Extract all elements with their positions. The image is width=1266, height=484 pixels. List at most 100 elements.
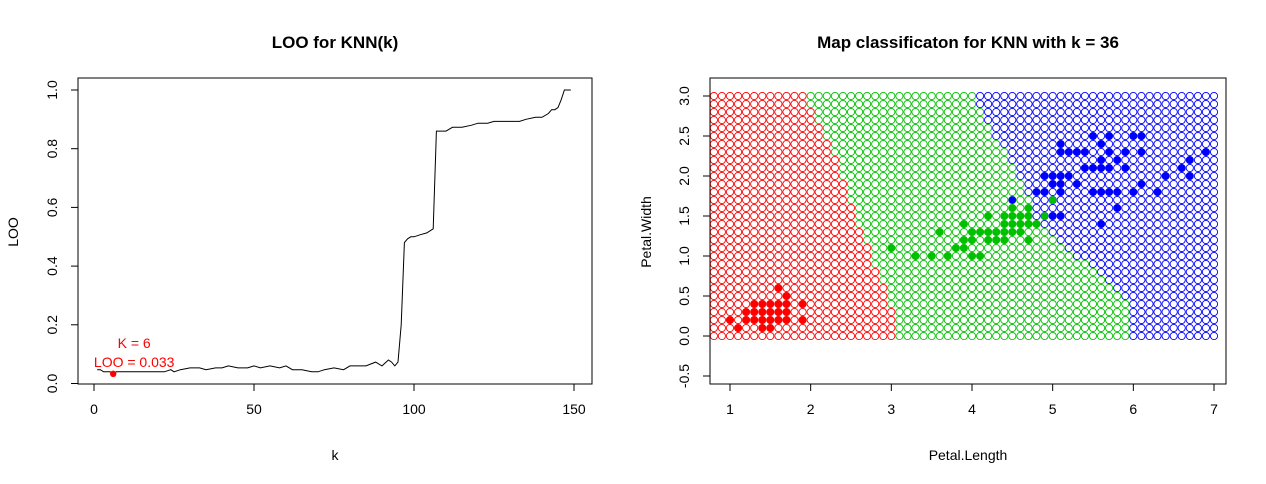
grid-cell-marker bbox=[1145, 331, 1154, 341]
grid-cell-marker bbox=[984, 307, 993, 317]
grid-cell-marker bbox=[927, 323, 936, 333]
grid-cell-marker bbox=[1088, 139, 1098, 149]
grid-cell-marker bbox=[1040, 331, 1049, 341]
setosa-point bbox=[758, 324, 767, 332]
grid-cell-marker bbox=[717, 155, 726, 165]
grid-cell-marker bbox=[806, 195, 815, 205]
grid-cell-marker bbox=[1008, 139, 1017, 149]
versicolor-point bbox=[960, 220, 968, 228]
grid-cell-marker bbox=[1193, 235, 1202, 245]
grid-cell-marker bbox=[984, 155, 993, 165]
grid-cell-marker bbox=[734, 155, 743, 165]
grid-cell-marker bbox=[895, 211, 904, 221]
grid-cell-marker bbox=[1040, 203, 1049, 213]
grid-cell-marker bbox=[1153, 299, 1162, 309]
grid-cell-marker bbox=[1169, 323, 1178, 333]
grid-cell-marker bbox=[1121, 179, 1130, 189]
grid-cell-marker bbox=[1153, 155, 1162, 165]
grid-cell-marker bbox=[709, 91, 718, 101]
grid-cell-marker bbox=[709, 259, 718, 269]
setosa-point bbox=[774, 300, 783, 308]
grid-cell-marker bbox=[758, 227, 767, 237]
grid-cell-marker bbox=[879, 211, 888, 221]
grid-cell-marker bbox=[766, 171, 775, 181]
grid-cell-marker bbox=[798, 291, 807, 301]
grid-cell-marker bbox=[1072, 291, 1081, 301]
grid-cell-marker bbox=[734, 91, 743, 101]
grid-cell-marker bbox=[1161, 211, 1170, 221]
grid-cell-marker bbox=[895, 115, 904, 125]
grid-cell-marker bbox=[1080, 259, 1089, 269]
grid-cell-marker bbox=[709, 131, 718, 141]
grid-cell-marker bbox=[1088, 107, 1098, 117]
grid-cell-marker bbox=[838, 235, 847, 245]
grid-cell-marker bbox=[879, 115, 888, 125]
grid-cell-marker bbox=[709, 99, 718, 109]
grid-cell-marker bbox=[1145, 267, 1154, 277]
virginica-point bbox=[1056, 180, 1065, 188]
versicolor-point bbox=[1040, 212, 1049, 220]
grid-cell-marker bbox=[935, 99, 944, 109]
grid-cell-marker bbox=[1209, 171, 1219, 181]
grid-cell-marker bbox=[887, 275, 896, 285]
versicolor-point bbox=[952, 244, 960, 252]
grid-cell-marker bbox=[798, 211, 807, 221]
grid-cell-marker bbox=[774, 259, 783, 269]
grid-cell-marker bbox=[1080, 251, 1089, 261]
grid-cell-marker bbox=[911, 131, 920, 141]
grid-cell-marker bbox=[951, 163, 960, 173]
grid-cell-marker bbox=[1209, 131, 1219, 141]
grid-cell-marker bbox=[1048, 139, 1057, 149]
grid-cell-marker bbox=[1088, 291, 1098, 301]
grid-cell-marker bbox=[1105, 171, 1114, 181]
grid-cell-marker bbox=[798, 115, 807, 125]
grid-cell-marker bbox=[838, 267, 847, 277]
grid-cell-marker bbox=[871, 211, 880, 221]
grid-cell-marker bbox=[1056, 91, 1065, 101]
grid-cell-marker bbox=[1145, 147, 1154, 157]
grid-cell-marker bbox=[935, 315, 944, 325]
grid-cell-marker bbox=[846, 163, 856, 173]
grid-cell-marker bbox=[1193, 99, 1202, 109]
grid-cell-marker bbox=[717, 219, 726, 229]
grid-cell-marker bbox=[1016, 283, 1025, 293]
grid-cell-marker bbox=[1024, 315, 1033, 325]
grid-cell-marker bbox=[935, 139, 944, 149]
grid-cell-marker bbox=[1193, 123, 1202, 133]
grid-cell-marker bbox=[1209, 251, 1219, 261]
grid-cell-marker bbox=[846, 115, 856, 125]
grid-cell-marker bbox=[750, 275, 759, 285]
grid-cell-marker bbox=[1209, 259, 1219, 269]
grid-cell-marker bbox=[1137, 315, 1146, 325]
grid-cell-marker bbox=[782, 331, 791, 341]
grid-cell-marker bbox=[742, 331, 751, 341]
grid-cell-marker bbox=[1000, 171, 1009, 181]
grid-cell-marker bbox=[782, 115, 791, 125]
grid-cell-marker bbox=[1088, 307, 1098, 317]
grid-cell-marker bbox=[951, 267, 960, 277]
grid-cell-marker bbox=[1105, 251, 1114, 261]
versicolor-point bbox=[1008, 228, 1017, 236]
grid-cell-marker bbox=[1008, 155, 1017, 165]
grid-cell-marker bbox=[1113, 235, 1122, 245]
grid-cell-marker bbox=[766, 331, 775, 341]
grid-cell-marker bbox=[863, 331, 872, 341]
grid-cell-marker bbox=[1000, 275, 1009, 285]
grid-cell-marker bbox=[1121, 235, 1130, 245]
grid-cell-marker bbox=[863, 147, 872, 157]
grid-cell-marker bbox=[992, 315, 1001, 325]
grid-cell-marker bbox=[927, 219, 936, 229]
grid-cell-marker bbox=[1201, 331, 1210, 341]
grid-cell-marker bbox=[927, 235, 936, 245]
grid-cell-marker bbox=[1000, 243, 1009, 253]
grid-cell-marker bbox=[1016, 107, 1025, 117]
grid-cell-marker bbox=[709, 291, 718, 301]
virginica-point bbox=[1056, 148, 1065, 156]
grid-cell-marker bbox=[782, 131, 791, 141]
setosa-point bbox=[758, 308, 767, 316]
grid-cell-marker bbox=[790, 91, 799, 101]
setosa-point bbox=[766, 324, 775, 332]
virginica-point bbox=[1056, 188, 1065, 196]
grid-cell-marker bbox=[959, 259, 968, 269]
grid-cell-marker bbox=[766, 235, 775, 245]
